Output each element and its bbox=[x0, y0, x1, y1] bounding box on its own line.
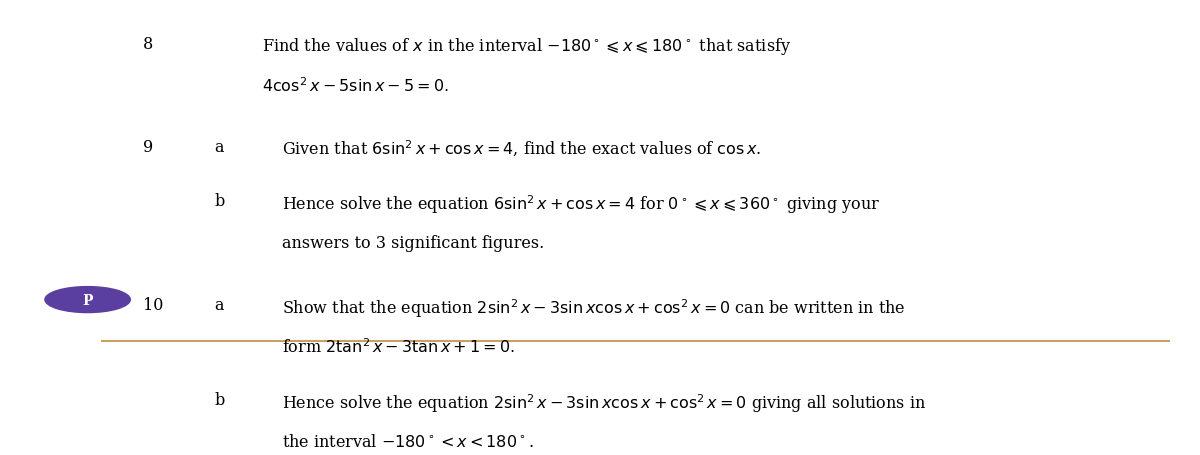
Text: form $2\tan^2 x - 3\tan x + 1 = 0.$: form $2\tan^2 x - 3\tan x + 1 = 0.$ bbox=[282, 338, 515, 356]
Text: $4\cos^2 x - 5\sin x - 5 = 0.$: $4\cos^2 x - 5\sin x - 5 = 0.$ bbox=[262, 77, 449, 96]
Text: P: P bbox=[83, 293, 92, 307]
Text: 8: 8 bbox=[143, 35, 154, 53]
Text: 9: 9 bbox=[143, 139, 154, 156]
Text: Hence solve the equation $6\sin^2 x + \cos x = 4$ for $0^\circ \leqslant x \leqs: Hence solve the equation $6\sin^2 x + \c… bbox=[282, 193, 881, 216]
Text: a: a bbox=[215, 139, 224, 156]
Text: Find the values of $x$ in the interval $-180^\circ \leqslant x \leqslant 180^\ci: Find the values of $x$ in the interval $… bbox=[262, 35, 791, 57]
Text: Hence solve the equation $2\sin^2 x - 3\sin x\cos x + \cos^2 x = 0$ giving all s: Hence solve the equation $2\sin^2 x - 3\… bbox=[282, 391, 926, 414]
Text: Show that the equation $2\sin^2 x - 3\sin x\cos x + \cos^2 x = 0$ can be written: Show that the equation $2\sin^2 x - 3\si… bbox=[282, 296, 906, 319]
Text: the interval $-180^\circ < x < 180^\circ$.: the interval $-180^\circ < x < 180^\circ… bbox=[282, 433, 534, 450]
Text: answers to 3 significant figures.: answers to 3 significant figures. bbox=[282, 234, 545, 251]
Text: 10: 10 bbox=[143, 296, 163, 313]
Text: b: b bbox=[215, 193, 224, 210]
Circle shape bbox=[44, 287, 131, 313]
Text: Given that $6\sin^2 x + \cos x = 4$, find the exact values of $\cos x$.: Given that $6\sin^2 x + \cos x = 4$, fin… bbox=[282, 139, 762, 159]
Text: a: a bbox=[215, 296, 224, 313]
Text: b: b bbox=[215, 391, 224, 409]
